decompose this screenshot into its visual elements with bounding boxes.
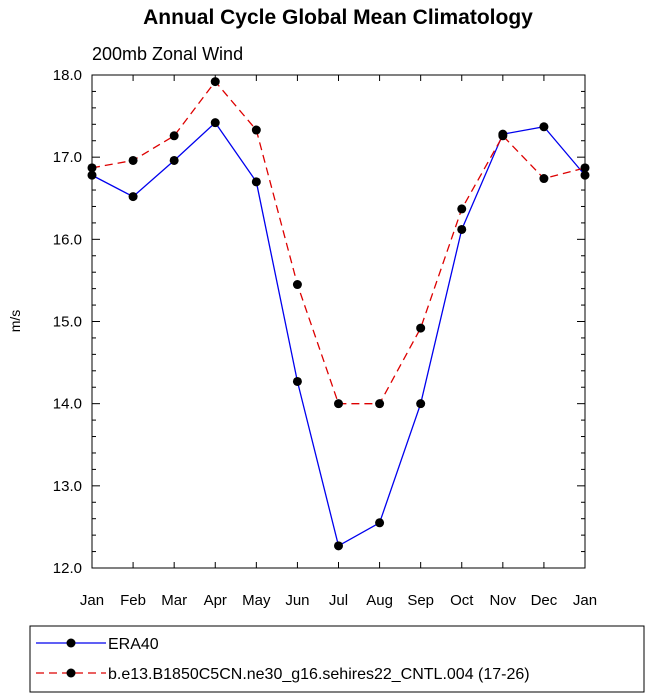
x-tick-label: Sep [407,592,434,609]
x-tick-label: Feb [120,592,146,609]
legend: ERA40 b.e13.B1850C5CN.ne30_g16.sehires22_… [29,625,645,693]
series-2-point [375,399,385,409]
legend-marker-1 [66,638,76,648]
series-1-point [292,376,302,386]
x-tick-label: Jun [285,592,309,609]
series-1-point [416,399,426,409]
plot-frame [91,74,586,569]
chart-subtitle: 200mb Zonal Wind [92,44,243,64]
y-tick-label: 18.0 [53,67,82,84]
series-2-point [334,399,343,409]
y-tick-label: 14.0 [53,396,82,413]
series-1-point [375,518,385,528]
series-layer [87,77,590,551]
y-axis-label-group: m/s [7,310,23,333]
series-2-point [580,163,590,173]
y-axis-label: m/s [7,310,23,333]
series-2-point [498,131,508,141]
chart-title: Annual Cycle Global Mean Climatology [143,6,533,29]
series-line-1 [91,121,586,547]
series-1-point [334,541,343,551]
x-tick-label: Oct [450,592,474,609]
series-2-point [210,77,220,87]
legend-box [29,625,645,693]
series-1-point [251,177,261,187]
x-tick-label: Aug [366,592,393,609]
series-2-point [169,131,179,141]
series-2-point [128,155,138,165]
series-1-point [580,170,590,180]
y-tick-label: 12.0 [53,560,82,577]
series-2-point [416,323,426,333]
series-1-point [210,118,220,128]
series-2-point [292,280,302,290]
axes: Jan Feb Mar Apr May Jun Jul Aug Sep Oct Nov Dec Jan 1… [53,67,597,609]
x-tick-label: Apr [204,592,227,609]
legend-label-1: ERA40 [108,636,159,653]
y-tick-label: 15.0 [53,314,82,331]
series-1-point [128,192,138,202]
series-2-point [457,204,467,214]
series-1-point [539,122,549,132]
legend-marker-2 [66,668,76,678]
y-tick-label: 16.0 [53,231,82,248]
legend-label-2: b.e13.B1850C5CN.ne30_g16.sehires22_CNTL.… [108,666,530,683]
series-1-point [87,170,97,180]
x-tick-label: Dec [531,592,558,609]
x-tick-label: Jul [329,592,348,609]
y-tick-label: 17.0 [53,149,82,166]
series-2-point [251,125,261,135]
series-line-2 [91,80,586,405]
series-2-point [87,163,97,173]
x-tick-label: Mar [161,592,187,609]
x-tick-label: Nov [489,592,516,609]
x-tick-label: Jan [80,592,104,609]
x-tick-label: Jan [573,592,597,609]
x-tick-label: May [242,592,271,609]
series-2-point [539,174,549,184]
series-1-point [169,155,179,165]
series-1-point [457,224,467,234]
y-tick-label: 13.0 [53,478,82,495]
